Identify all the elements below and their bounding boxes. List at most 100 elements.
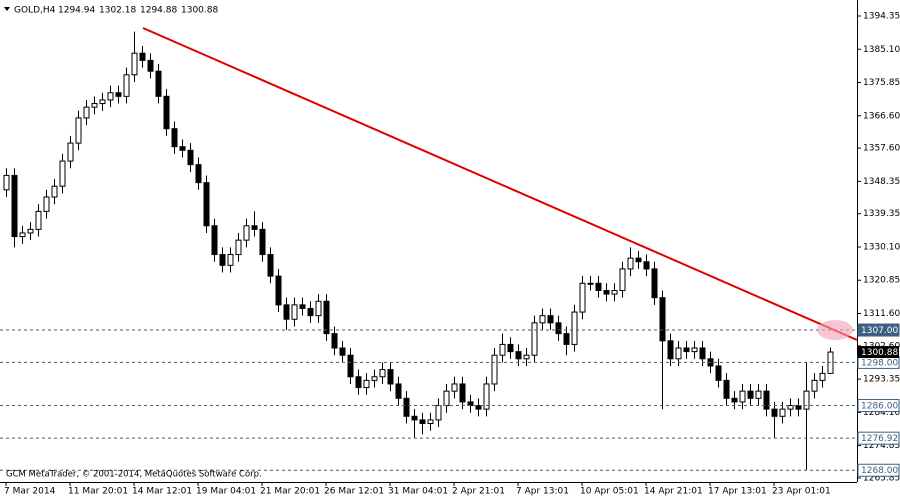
candle-body	[227, 254, 234, 266]
last-open: 1294.94	[58, 6, 95, 16]
trend-line	[142, 27, 858, 341]
candle-body	[427, 419, 434, 425]
candle-body	[451, 383, 458, 392]
level-label-box	[857, 431, 900, 445]
y-tick-label: 1339.35	[863, 209, 900, 219]
candle-body	[611, 289, 618, 295]
x-tick-label: 7 Apr 13:01	[516, 487, 569, 497]
candle-body	[475, 405, 482, 410]
last-close: 1300.88	[181, 6, 218, 16]
x-tick-label: 21 Mar 20:01	[260, 487, 320, 497]
candle-body	[19, 232, 26, 238]
y-tick-label: 1311.60	[863, 309, 900, 319]
candle-body	[291, 304, 298, 320]
x-tick-label: 31 Mar 04:01	[388, 487, 448, 497]
footer: GCM MetaTrader, © 2001-2014, MetaQuotes …	[6, 470, 262, 480]
candle-body	[171, 128, 178, 148]
candle-body	[395, 383, 402, 399]
candle-body	[555, 322, 562, 335]
y-tick-label: 1357.60	[863, 144, 900, 154]
candle-body	[379, 369, 386, 378]
symbol: GOLD,H4	[14, 6, 56, 16]
candle-body	[715, 365, 722, 381]
candle-body	[691, 347, 698, 353]
highlight-ellipse	[817, 320, 853, 340]
candle-body	[259, 228, 266, 256]
candle-body	[267, 254, 274, 277]
level-label-box	[857, 399, 900, 413]
candle-body	[563, 333, 570, 345]
candle-body	[147, 59, 154, 72]
candle-body	[499, 343, 506, 356]
x-tick-label: 19 Mar 04:01	[196, 487, 256, 497]
candle-body	[251, 225, 258, 230]
candle-body	[787, 405, 794, 410]
candle-body	[123, 74, 130, 97]
candle-body	[339, 347, 346, 356]
level-label-box	[857, 323, 900, 337]
candle-body	[179, 146, 186, 151]
candle-body	[83, 106, 90, 119]
candle-body	[459, 383, 466, 403]
candle-body	[491, 354, 498, 385]
candle-body	[315, 300, 322, 317]
x-tick-label: 26 Mar 12:01	[324, 487, 384, 497]
x-tick-label: 14 Apr 21:01	[644, 487, 703, 497]
candle-body	[595, 282, 602, 291]
candle-body	[155, 70, 162, 97]
x-tick-label: 17 Apr 13:01	[708, 487, 767, 497]
level-label-box	[857, 463, 900, 477]
candle-body	[819, 372, 826, 381]
candle-body	[211, 225, 218, 256]
level-label: 1268.00	[861, 466, 898, 476]
candle-body	[467, 401, 474, 407]
y-tick-label: 1330.10	[863, 242, 900, 252]
candle-body	[139, 52, 146, 61]
candle-body	[403, 397, 410, 417]
candle-body	[203, 182, 210, 227]
last-high: 1302.18	[99, 6, 136, 16]
plot	[0, 31, 857, 471]
candle-body	[243, 225, 250, 241]
candle-body	[779, 408, 786, 417]
candle-body	[803, 390, 810, 410]
candle-body	[587, 282, 594, 285]
x-tick-label: 11 Mar 20:01	[68, 487, 128, 497]
candle-body	[195, 164, 202, 184]
y-tick-label: 1375.85	[863, 78, 900, 88]
candle-body	[531, 322, 538, 356]
candle-body	[683, 347, 690, 353]
candle-body	[731, 397, 738, 403]
candle-body	[651, 268, 658, 299]
candle-body	[67, 142, 74, 162]
candle-body	[363, 379, 370, 389]
candle-body	[3, 174, 10, 191]
candle-body	[571, 311, 578, 345]
y-tick-label: 1284.10	[863, 408, 900, 418]
candle-body	[11, 174, 18, 238]
x-tick-label: 2 Apr 21:01	[452, 487, 505, 497]
candle-body	[59, 160, 66, 187]
x-tick-label: 14 Mar 12:01	[132, 487, 192, 497]
candle-body	[35, 210, 42, 230]
candle-body	[443, 390, 450, 407]
candle-body	[771, 408, 778, 417]
menu-arrow[interactable]	[4, 7, 10, 11]
candle-body	[539, 315, 546, 324]
candle-body	[27, 228, 34, 234]
candle-body	[275, 275, 282, 306]
candle-body	[603, 289, 610, 295]
level-label: 1298.00	[861, 358, 898, 368]
x-tick-label: 23 Apr 01:01	[772, 487, 831, 497]
candle-body	[163, 95, 170, 130]
candle-body	[523, 354, 530, 360]
candle-body	[627, 257, 634, 270]
candle-body	[635, 257, 642, 263]
candle-body	[675, 347, 682, 360]
candle-body	[387, 369, 394, 385]
candle-body	[659, 297, 666, 342]
y-tick-label: 1293.35	[863, 375, 900, 385]
candle-body	[723, 379, 730, 399]
